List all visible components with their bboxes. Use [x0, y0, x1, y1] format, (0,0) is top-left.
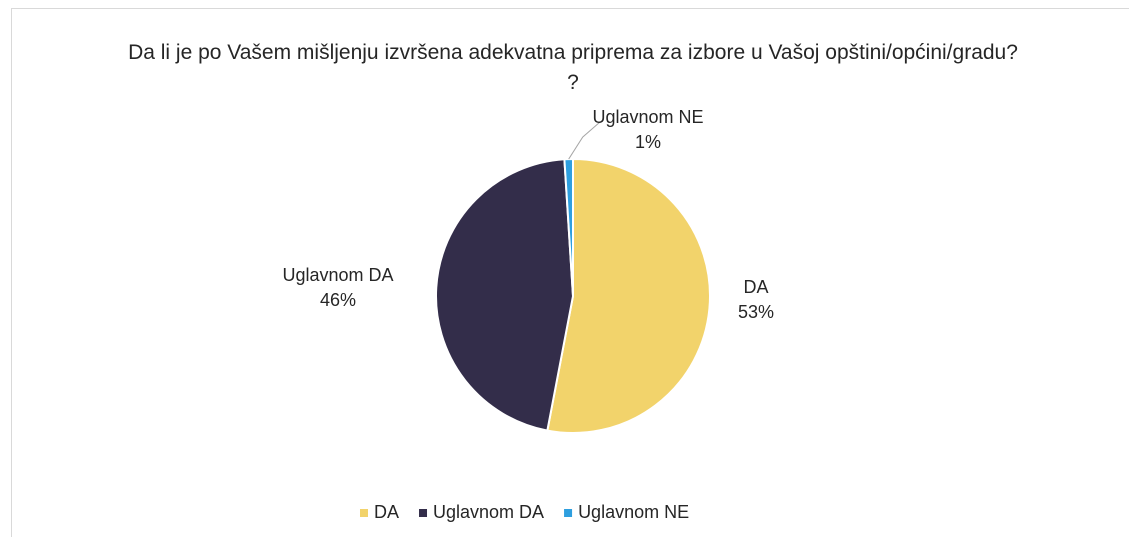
pie-slice [435, 158, 575, 432]
legend-marker [564, 509, 573, 517]
data-label-value: 46% [320, 290, 356, 310]
legend-marker [360, 509, 368, 517]
data-label-name: Uglavnom DA [282, 265, 393, 285]
chart-frame [11, 8, 1129, 537]
data-label-value: 1% [635, 132, 661, 152]
data-label-value: 53% [738, 302, 774, 322]
legend-marker [419, 509, 428, 517]
data-label-name: DA [743, 277, 768, 297]
data-label-name: Uglavnom NE [592, 107, 703, 127]
legend-label: DA [374, 502, 399, 522]
pie-slice [546, 157, 711, 434]
leader-line [568, 121, 601, 160]
legend-label: Uglavnom NE [578, 502, 689, 522]
legend-label: Uglavnom DA [433, 502, 544, 522]
chart-title: Da li je po Vašem mišljenju izvršena ade… [128, 41, 1018, 94]
